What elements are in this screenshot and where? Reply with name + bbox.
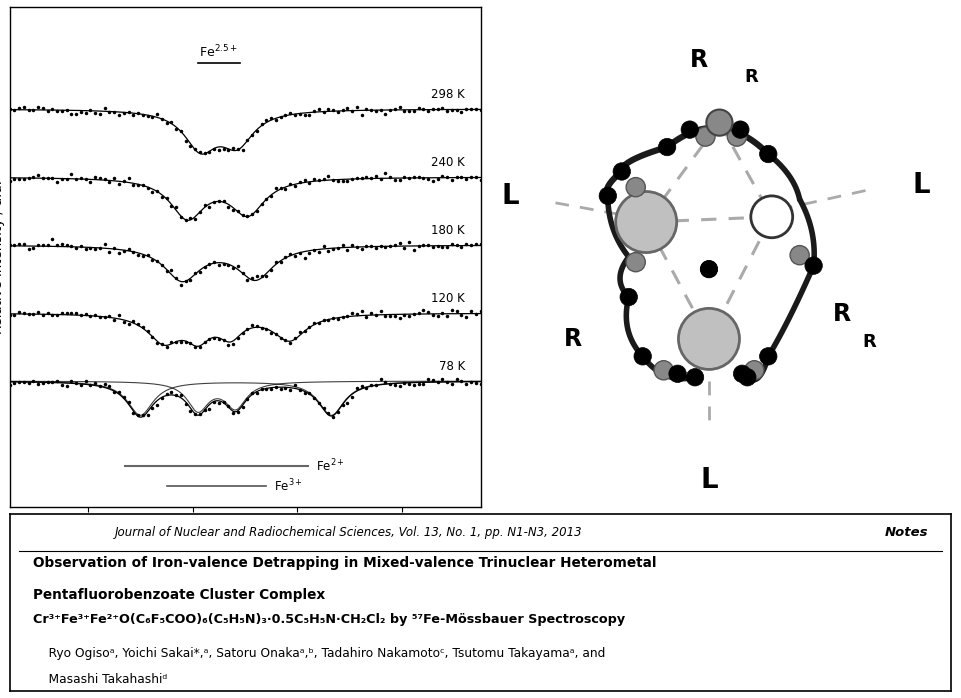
Circle shape xyxy=(627,253,646,272)
Circle shape xyxy=(678,309,740,369)
Circle shape xyxy=(696,127,715,146)
Circle shape xyxy=(759,348,777,365)
Circle shape xyxy=(620,288,637,306)
Circle shape xyxy=(599,187,617,205)
Text: 240 K: 240 K xyxy=(431,156,465,169)
Circle shape xyxy=(658,138,676,156)
Circle shape xyxy=(701,260,718,278)
Text: 180 K: 180 K xyxy=(431,224,465,237)
Circle shape xyxy=(701,261,717,278)
Text: R: R xyxy=(689,48,707,72)
Text: R: R xyxy=(744,68,757,87)
Circle shape xyxy=(727,127,747,146)
Text: R: R xyxy=(863,334,876,351)
Circle shape xyxy=(745,361,764,380)
Circle shape xyxy=(613,163,630,180)
Circle shape xyxy=(805,257,823,274)
Circle shape xyxy=(627,177,646,197)
Circle shape xyxy=(616,191,677,253)
Circle shape xyxy=(654,361,674,380)
Text: Masashi Takahashiᵈ: Masashi Takahashiᵈ xyxy=(33,674,167,686)
Circle shape xyxy=(790,246,809,265)
Text: Cr³⁺Fe³⁺Fe²⁺O(C₆F₅COO)₆(C₅H₅N)₃·0.5C₅H₅N·CH₂Cl₂ by ⁵⁷Fe-Mössbauer Spectroscopy: Cr³⁺Fe³⁺Fe²⁺O(C₆F₅COO)₆(C₅H₅N)₃·0.5C₅H₅N… xyxy=(33,613,626,626)
Text: Fe$^{2.5+}$: Fe$^{2.5+}$ xyxy=(199,43,238,60)
Circle shape xyxy=(759,145,777,163)
Text: Observation of Iron-valence Detrapping in Mixed-valence Trinuclear Heterometal: Observation of Iron-valence Detrapping i… xyxy=(33,556,656,570)
Circle shape xyxy=(686,369,703,386)
Text: Journal of Nuclear and Radiochemical Sciences, Vol. 13, No. 1, pp. N1-N3, 2013: Journal of Nuclear and Radiochemical Sci… xyxy=(114,526,582,539)
Text: Fe$^{3+}$: Fe$^{3+}$ xyxy=(274,478,303,495)
X-axis label: Doppler velocity /mm/s: Doppler velocity /mm/s xyxy=(167,534,323,547)
Text: 120 K: 120 K xyxy=(431,292,465,305)
Text: Notes: Notes xyxy=(884,526,928,539)
Text: Fe$^{2+}$: Fe$^{2+}$ xyxy=(315,458,345,475)
Circle shape xyxy=(731,121,749,138)
Circle shape xyxy=(669,365,686,383)
Text: Pentafluorobenzoate Cluster Complex: Pentafluorobenzoate Cluster Complex xyxy=(33,588,325,602)
Text: Ryo Ogisoᵃ, Yoichi Sakai*,ᵃ, Satoru Onakaᵃ,ᵇ, Tadahiro Nakamotoᶜ, Tsutomu Takaya: Ryo Ogisoᵃ, Yoichi Sakai*,ᵃ, Satoru Onak… xyxy=(33,646,605,660)
Text: 298 K: 298 K xyxy=(431,88,465,101)
Circle shape xyxy=(733,365,751,383)
Text: L: L xyxy=(502,182,519,210)
Text: L: L xyxy=(701,466,718,494)
Text: L: L xyxy=(913,172,930,200)
Text: 78 K: 78 K xyxy=(438,360,465,373)
Circle shape xyxy=(681,121,699,138)
Circle shape xyxy=(634,348,652,365)
Text: R: R xyxy=(564,327,582,351)
Text: R: R xyxy=(832,302,850,327)
Circle shape xyxy=(739,369,756,386)
Y-axis label: Relative intensity / a.u.: Relative intensity / a.u. xyxy=(0,180,6,334)
Circle shape xyxy=(706,110,732,135)
Circle shape xyxy=(751,196,793,238)
